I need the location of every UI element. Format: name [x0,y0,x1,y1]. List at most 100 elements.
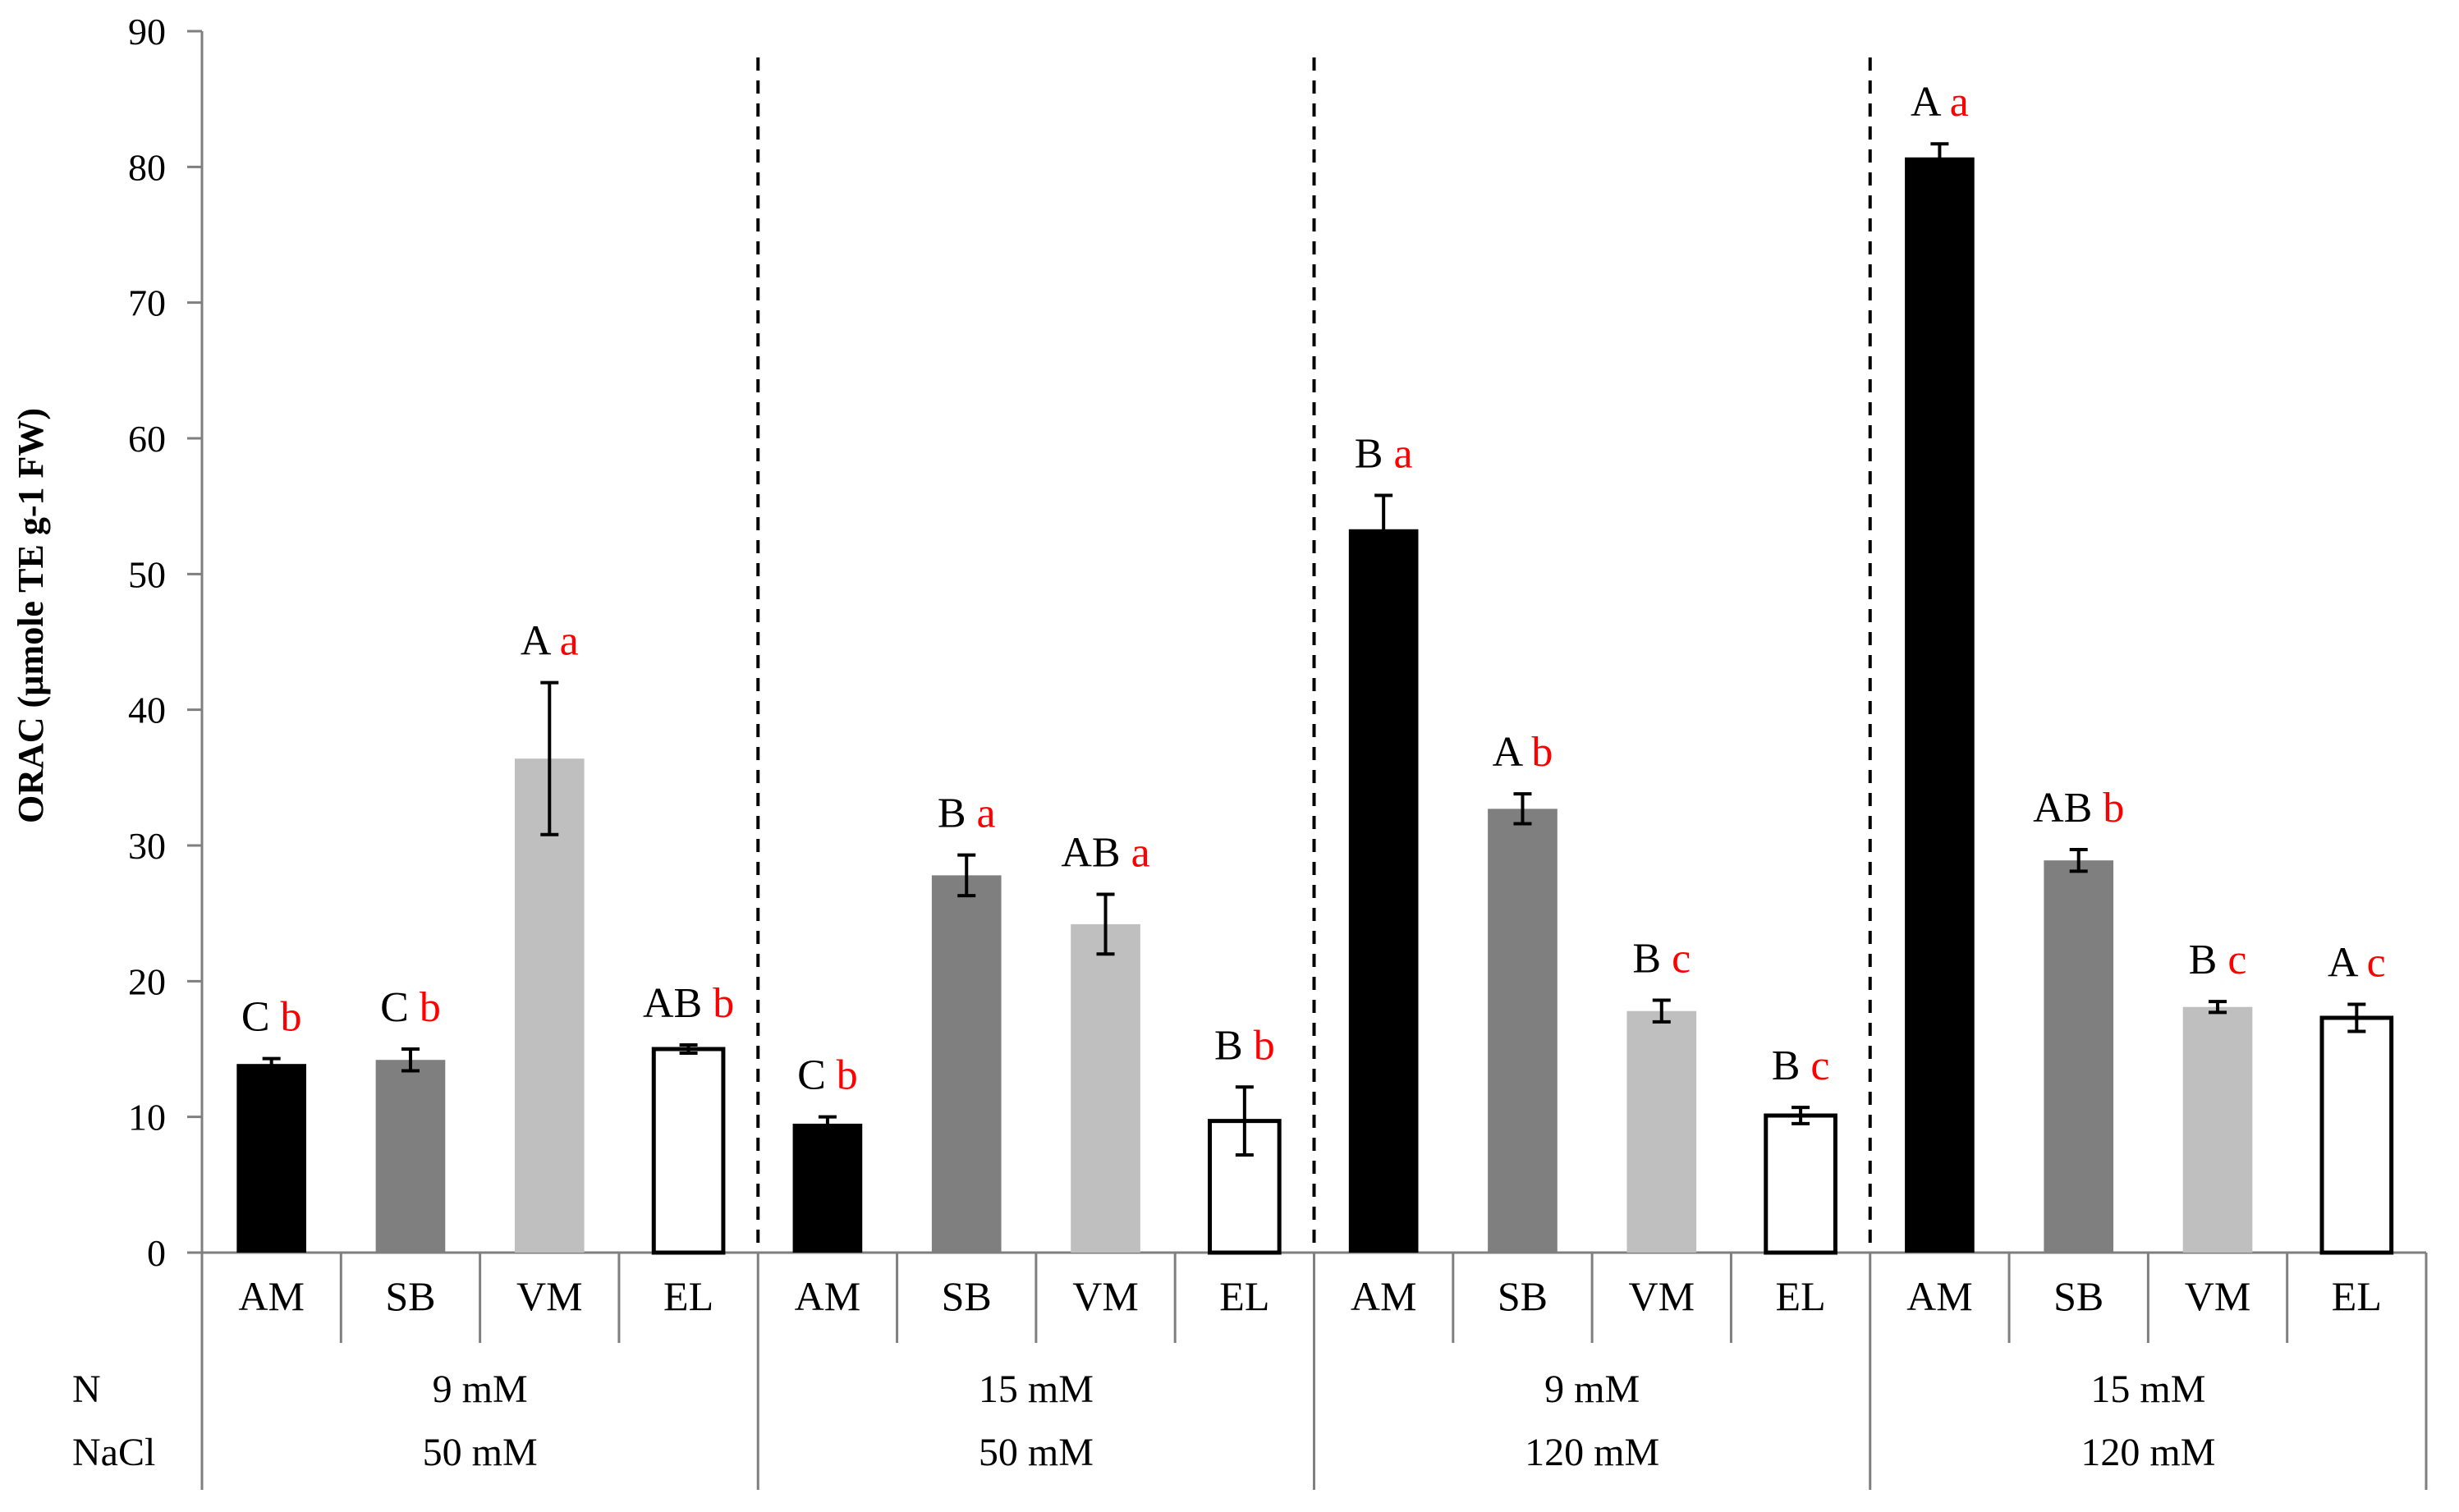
significance-label: AB b [2033,785,2124,832]
significance-lower: c [1672,935,1691,982]
y-tick-label: 90 [128,11,166,53]
category-label-vm: VM [1072,1273,1139,1319]
bar-vm [1626,1010,1697,1253]
bar-am [792,1123,863,1253]
bar-am [1905,157,1975,1253]
significance-lower: c [2227,937,2246,983]
category-label-el: EL [1219,1273,1269,1319]
significance-lower: a [1950,79,1969,126]
significance-label: AB b [643,980,734,1027]
significance-upper: B [1214,1022,1254,1069]
bars-layer [236,157,2394,1255]
significance-upper: C [241,994,281,1041]
significance-lower: b [1254,1022,1275,1069]
significance-upper: B [1772,1042,1811,1089]
category-label-sb: SB [2053,1273,2103,1319]
group-label-n: 15 mM [979,1368,1094,1411]
significance-label: B a [1355,430,1413,477]
bar-el [651,1047,726,1255]
significance-lower: a [560,618,579,665]
category-label-vm: VM [516,1273,583,1319]
bar-vm [1071,923,1140,1253]
significance-upper: AB [2033,785,2103,832]
bar-sb [2044,860,2114,1253]
category-axis-layer: 9 mM 50 mM AM SB VM EL 15 mM 50 mM AM SB VM EL 9 mM 1… [200,1253,2428,1490]
y-tick-label: 40 [128,690,166,731]
error-bars-layer [262,142,2366,1157]
group-label-nacl: 50 mM [423,1431,538,1474]
significance-lower: c [2367,939,2386,986]
category-label-am: AM [1906,1273,1973,1319]
significance-label: AB a [1061,830,1149,877]
category-label-el: EL [1776,1273,1826,1319]
category-label-am: AM [238,1273,305,1319]
significance-upper: B [938,790,977,837]
y-tick-label: 20 [128,960,166,1002]
category-label-sb: SB [385,1273,435,1319]
bar-am [1348,529,1419,1253]
bar-el [2319,1015,2394,1255]
significance-lower: b [420,984,441,1031]
category-label-el: EL [663,1273,713,1319]
bar-el [1764,1113,1837,1255]
significance-label: B b [1214,1022,1275,1069]
row-label-nacl: NaCl [72,1431,155,1474]
significance-lower: a [1131,830,1150,877]
significance-label: C b [797,1052,858,1099]
category-label-am: AM [795,1273,861,1319]
significance-lower: b [281,994,302,1041]
bar-sb [375,1060,446,1253]
significance-lower: b [1531,729,1553,776]
significance-upper: A [1911,79,1950,126]
y-tick-label: 70 [128,282,166,324]
y-tick-label: 10 [128,1097,166,1139]
significance-upper: B [2189,937,2228,983]
significance-upper: B [1632,935,1672,982]
y-tick-label: 0 [147,1232,166,1274]
bar-vm [2182,1006,2253,1253]
bar-vm [514,758,585,1253]
category-label-el: EL [2332,1273,2382,1319]
significance-label: B c [1632,935,1691,982]
significance-label: C b [241,994,302,1041]
significance-label: B c [1772,1042,1830,1089]
bar-sb [1488,809,1558,1253]
significance-label: B c [2189,937,2247,983]
group-label-n: 9 mM [1544,1368,1640,1411]
significance-upper: B [1355,430,1394,477]
significance-label: A b [1493,729,1553,776]
significance-lower: a [1393,430,1412,477]
group-label-n: 9 mM [433,1368,528,1411]
significance-upper: A [2328,939,2367,986]
separators-layer [756,57,1872,1253]
significance-label: A a [1911,79,1969,126]
category-label-sb: SB [1498,1273,1548,1319]
category-label-vm: VM [1628,1273,1695,1319]
significance-lower: c [1810,1042,1829,1089]
significance-upper: A [521,618,560,665]
y-tick-label: 80 [128,146,166,188]
significance-upper: AB [643,980,713,1027]
y-axis-label: ORAC (µmole TE g-1 FW) [11,408,51,823]
y-tick-label: 30 [128,825,166,867]
group-label-n: 15 mM [2090,1368,2205,1411]
significance-label: B a [938,790,996,837]
significance-lower: b [2103,785,2124,832]
significance-upper: A [1493,729,1532,776]
significance-upper: C [797,1052,837,1099]
significance-upper: AB [1061,830,1131,877]
row-label-n: N [72,1368,101,1411]
y-tick-label: 60 [128,418,166,460]
significance-label: C b [380,984,441,1031]
category-label-vm: VM [2185,1273,2251,1319]
group-label-nacl: 120 mM [2081,1431,2215,1474]
category-label-sb: SB [942,1273,992,1319]
bar-am [236,1064,306,1253]
significance-lower: b [713,980,734,1027]
bar-sb [931,875,1002,1253]
category-label-am: AM [1351,1273,1417,1319]
group-label-nacl: 50 mM [979,1431,1094,1474]
group-label-nacl: 120 mM [1525,1431,1659,1474]
